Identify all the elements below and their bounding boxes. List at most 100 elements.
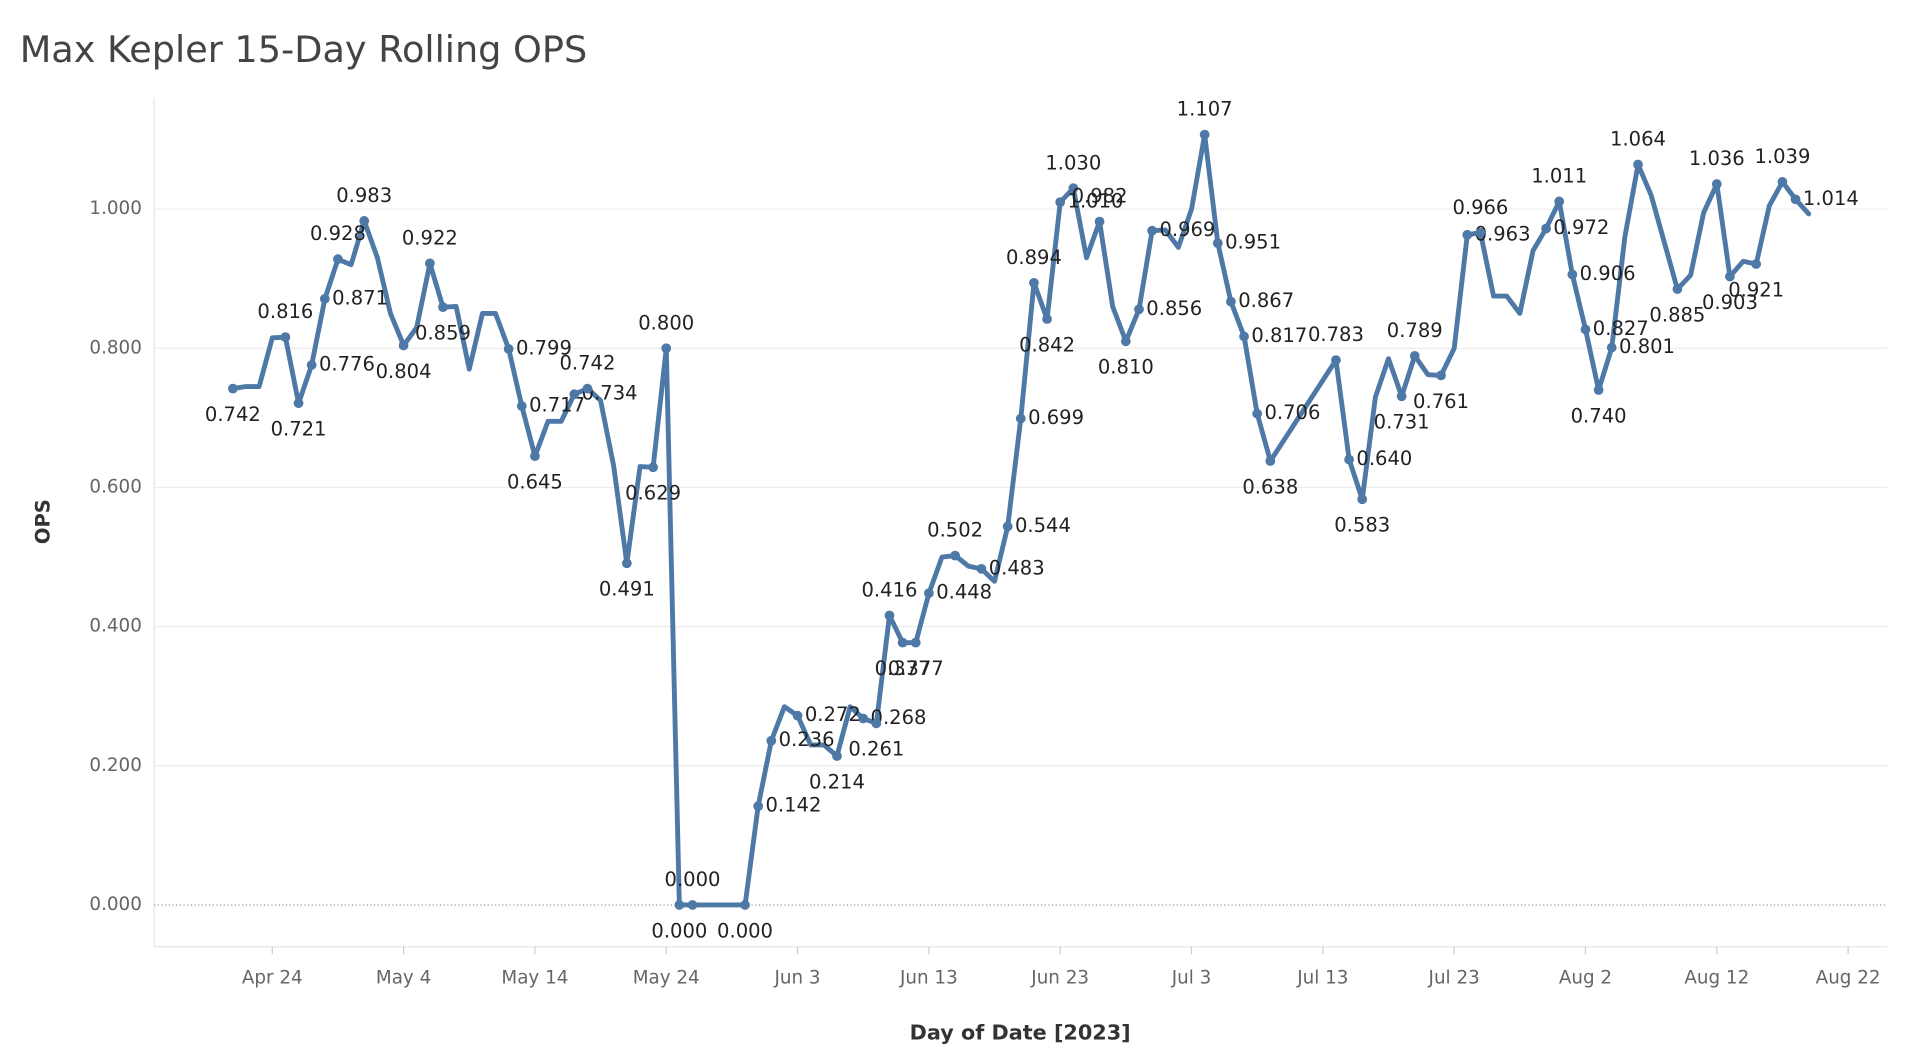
data-label: 0.928 <box>310 222 366 245</box>
data-label: 0.885 <box>1649 303 1705 326</box>
x-tick-label: Apr 24 <box>242 967 303 988</box>
point <box>648 462 658 473</box>
data-label: 0.804 <box>376 360 432 383</box>
point <box>687 900 698 910</box>
data-label: 0.894 <box>1006 246 1062 269</box>
point <box>530 451 540 462</box>
point <box>923 588 934 599</box>
point <box>582 383 593 394</box>
point <box>1029 277 1039 288</box>
data-label: 0.906 <box>1580 262 1636 285</box>
point <box>897 637 908 648</box>
data-label: 0.742 <box>205 403 261 426</box>
point <box>1134 304 1144 315</box>
x-tick-label: May 4 <box>376 967 431 988</box>
point <box>1015 413 1026 424</box>
point <box>871 718 882 729</box>
x-tick-label: Aug 12 <box>1684 967 1749 988</box>
point <box>753 801 764 812</box>
point <box>1226 296 1236 307</box>
point <box>569 389 580 400</box>
data-label: 0.966 <box>1452 196 1508 219</box>
y-tick-label: 0.000 <box>89 894 141 915</box>
data-label: 0.000 <box>717 919 773 942</box>
x-tick-label: Jun 23 <box>1030 967 1089 988</box>
point <box>661 343 672 354</box>
data-label: 1.039 <box>1754 145 1810 168</box>
point <box>319 293 330 304</box>
point <box>858 713 869 724</box>
data-label: 0.963 <box>1475 222 1531 245</box>
point <box>333 254 343 265</box>
point <box>293 398 304 409</box>
data-label: 0.903 <box>1702 291 1758 314</box>
point <box>1725 271 1735 282</box>
data-label: 1.064 <box>1610 128 1666 151</box>
point <box>1344 454 1354 465</box>
data-label: 0.416 <box>862 579 918 602</box>
point <box>792 710 803 721</box>
point <box>1672 284 1683 294</box>
x-tick-label: Jul 3 <box>1171 967 1212 988</box>
data-label: 0.645 <box>507 470 563 493</box>
point <box>832 751 842 761</box>
x-axis-title: Day of Date [2023] <box>910 1020 1131 1044</box>
point <box>1147 225 1158 236</box>
point <box>306 360 317 370</box>
data-label: 0.214 <box>809 770 865 793</box>
point <box>1567 269 1578 280</box>
data-label: 0.272 <box>805 703 861 726</box>
data-label: 0.801 <box>1619 335 1675 358</box>
point <box>884 610 895 621</box>
data-label: 0.261 <box>848 738 904 761</box>
point <box>674 900 685 910</box>
point <box>1002 521 1013 532</box>
point <box>516 401 527 411</box>
point <box>1068 183 1079 194</box>
point <box>1212 238 1223 249</box>
point <box>950 550 961 561</box>
y-tick-label: 0.200 <box>89 755 141 776</box>
data-label: 0.377 <box>875 657 931 680</box>
point <box>1462 229 1473 240</box>
point <box>1633 159 1643 170</box>
data-label: 0.448 <box>936 581 992 604</box>
data-label: 0.483 <box>989 556 1045 579</box>
point <box>1475 227 1486 238</box>
data-label: 1.014 <box>1803 187 1859 210</box>
data-label: 0.000 <box>665 868 721 891</box>
point <box>438 302 448 313</box>
point <box>621 558 632 569</box>
data-label: 0.776 <box>319 352 375 375</box>
point <box>1357 494 1368 505</box>
y-tick-label: 0.800 <box>89 337 141 358</box>
point <box>976 563 987 574</box>
point <box>1436 370 1446 381</box>
data-label: 0.502 <box>927 519 983 542</box>
x-tick-label: Jun 3 <box>774 967 821 988</box>
point <box>398 340 409 351</box>
data-label: 0.800 <box>638 311 694 334</box>
point <box>1055 197 1066 207</box>
data-label: 0.142 <box>765 794 821 817</box>
point <box>1606 342 1617 353</box>
point <box>1790 194 1801 205</box>
data-label: 0.921 <box>1728 278 1784 301</box>
point <box>1409 351 1420 361</box>
data-label: 0.629 <box>625 482 681 505</box>
data-label: 0.268 <box>871 706 927 729</box>
data-label: 0.982 <box>1072 185 1128 208</box>
point <box>227 383 238 394</box>
point <box>503 344 514 354</box>
point <box>1711 179 1722 189</box>
data-label: 0.816 <box>257 300 313 323</box>
x-tick-label: Aug 22 <box>1816 967 1881 988</box>
point <box>1396 391 1407 402</box>
data-label: 0.783 <box>1308 323 1364 346</box>
data-label: 0.856 <box>1146 297 1202 320</box>
data-label: 1.030 <box>1045 151 1101 174</box>
point <box>1042 314 1052 324</box>
data-label: 1.011 <box>1531 164 1587 187</box>
data-label: 0.742 <box>559 352 615 375</box>
